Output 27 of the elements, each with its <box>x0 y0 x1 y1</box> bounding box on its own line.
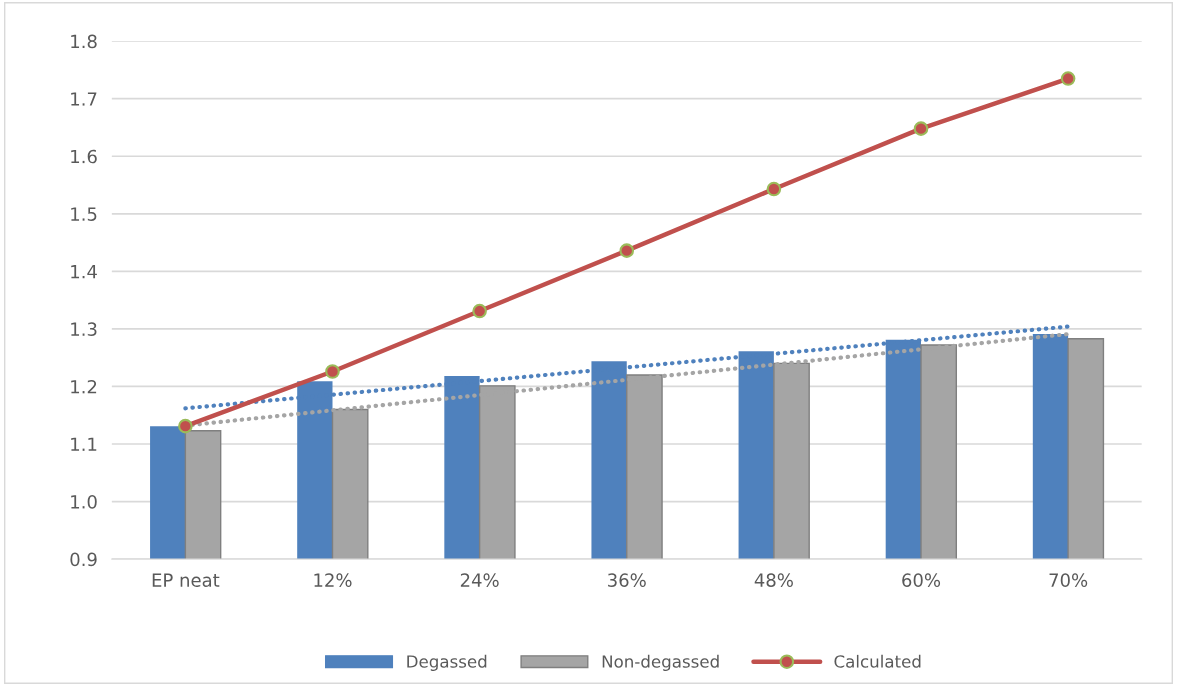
y-tick-label: 1.6 <box>71 149 97 164</box>
legend-label: Non-degassed <box>602 654 719 671</box>
y-tick-label: 0.9 <box>70 552 97 567</box>
point <box>913 121 929 136</box>
y-tick-label: 1.5 <box>71 207 97 221</box>
x-tick-label: 36% <box>608 573 646 587</box>
point <box>1060 71 1076 86</box>
point <box>766 181 782 197</box>
point <box>325 364 340 379</box>
x-tick-label: 12% <box>314 573 352 587</box>
y-tick-label: 1.7 <box>71 92 97 106</box>
point <box>472 303 487 319</box>
y-tick-label: 1.0 <box>71 495 97 509</box>
legend-label: Calculated <box>834 654 921 668</box>
legend-label: Degassed <box>407 654 487 671</box>
x-tick-label: 24% <box>460 573 499 587</box>
y-tick-label: 1.2 <box>71 379 97 394</box>
x-tick-label: 48% <box>754 573 793 587</box>
y-tick-label: 1.8 <box>71 34 97 49</box>
point <box>178 418 193 434</box>
point <box>619 243 635 258</box>
x-tick-label: 60% <box>902 573 941 587</box>
x-tick-label: EP neat <box>152 573 220 587</box>
y-tick-label: 1.4 <box>71 265 97 279</box>
y-tick-label: 1.1 <box>71 437 97 451</box>
y-tick-label: 1.3 <box>71 322 97 337</box>
x-tick-label: 70% <box>1049 573 1088 587</box>
